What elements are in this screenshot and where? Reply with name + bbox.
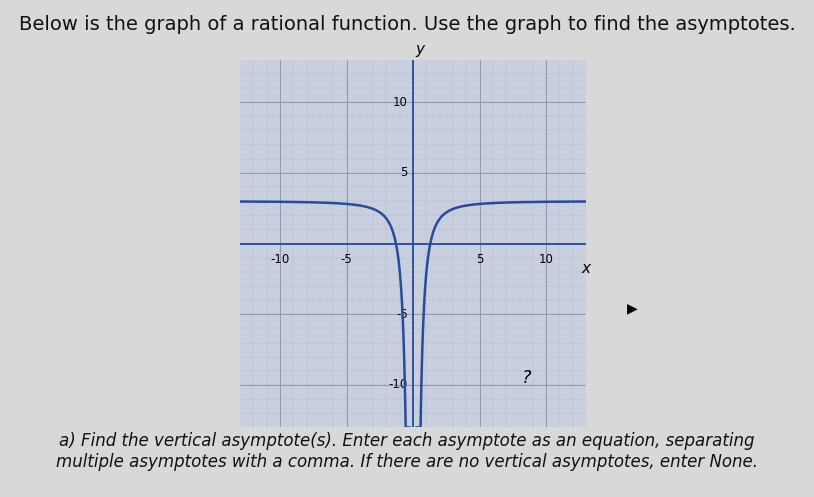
Text: -10: -10 <box>270 253 290 266</box>
Text: x: x <box>581 260 591 275</box>
Text: ?: ? <box>522 369 531 387</box>
Text: 10: 10 <box>539 253 554 266</box>
Text: ▶: ▶ <box>627 301 637 315</box>
Text: Below is the graph of a rational function. Use the graph to find the asymptotes.: Below is the graph of a rational functio… <box>19 15 795 34</box>
Text: 10: 10 <box>393 95 408 108</box>
Text: y: y <box>415 42 424 57</box>
Text: 5: 5 <box>400 166 408 179</box>
Text: 5: 5 <box>476 253 484 266</box>
Text: -10: -10 <box>388 379 408 392</box>
Text: a) Find the vertical asymptote(s). Enter each asymptote as an equation, separati: a) Find the vertical asymptote(s). Enter… <box>56 432 758 471</box>
Text: -5: -5 <box>396 308 408 321</box>
Text: -5: -5 <box>341 253 352 266</box>
